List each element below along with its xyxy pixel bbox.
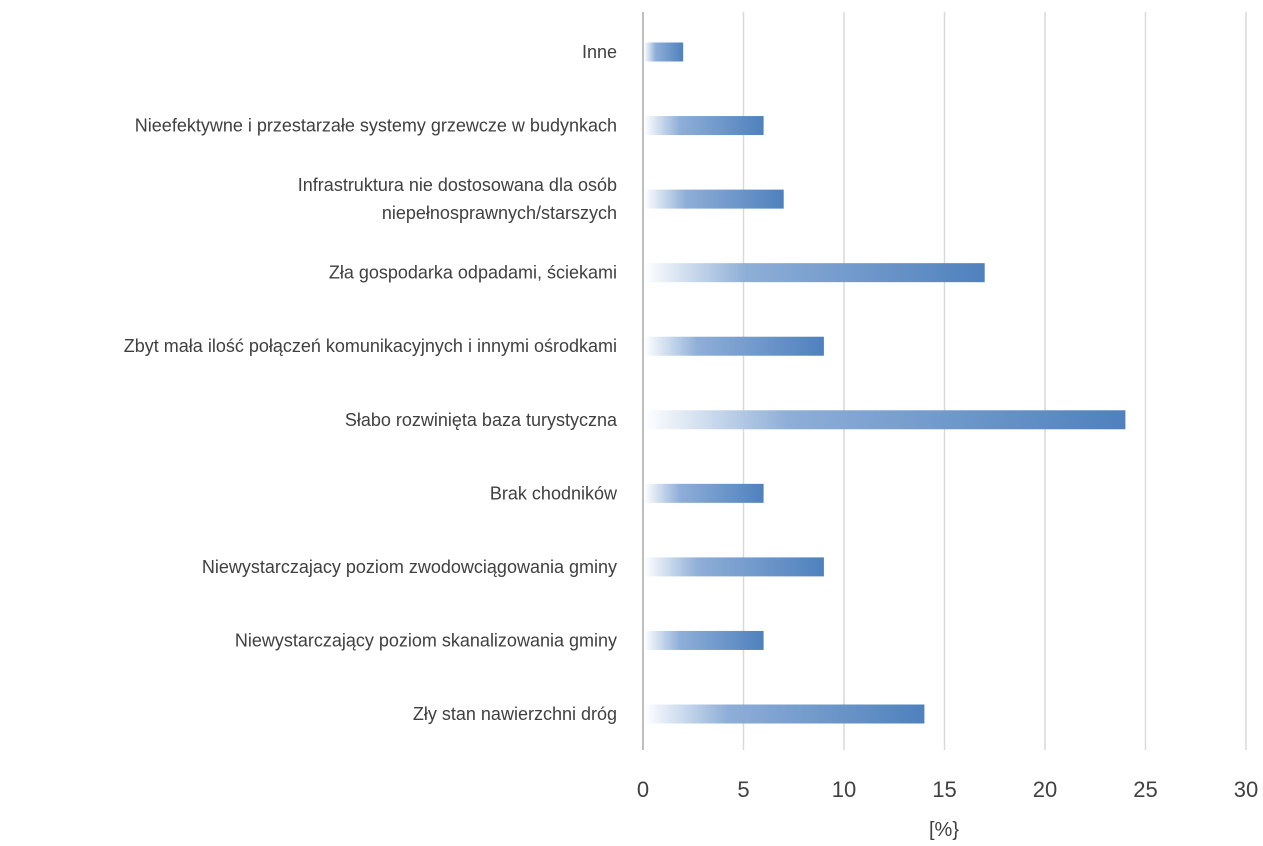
- category-label: Niewystarczajacy poziom zwodowciągowania…: [202, 557, 617, 577]
- category-label-line: Niewystarczający poziom skanalizowania g…: [235, 630, 617, 650]
- x-tick-label: 25: [1133, 777, 1157, 802]
- bars: [644, 42, 1126, 724]
- category-label: Niewystarczający poziom skanalizowania g…: [235, 630, 617, 650]
- category-label-line: Zły stan nawierzchni dróg: [413, 704, 617, 724]
- bar: [644, 704, 925, 724]
- category-label-line: Nieefektywne i przestarzałe systemy grze…: [135, 116, 617, 136]
- x-tick-labels: 0 5 10 15 20 25 30: [637, 777, 1258, 802]
- category-label-line: Zbyt mała ilość połączeń komunikacyjnych…: [124, 336, 617, 356]
- category-labels: Zły stan nawierzchni dróg Niewystarczając…: [124, 42, 618, 724]
- category-label-line: Infrastruktura nie dostosowana dla osób: [298, 175, 617, 195]
- x-tick-label: 15: [932, 777, 956, 802]
- bar: [644, 42, 684, 62]
- bar: [644, 263, 985, 283]
- bar: [644, 630, 764, 650]
- category-label-line: Słabo rozwinięta baza turystyczna: [345, 410, 618, 430]
- category-label: Nieefektywne i przestarzałe systemy grze…: [135, 116, 617, 136]
- x-tick-label: 30: [1234, 777, 1258, 802]
- bar: [644, 410, 1126, 430]
- x-axis-title: [%}: [929, 819, 959, 841]
- category-label-line: niepełnosprawnych/starszych: [382, 203, 617, 223]
- bar: [644, 189, 784, 209]
- x-tick-label: 0: [637, 777, 649, 802]
- category-label: Zbyt mała ilość połączeń komunikacyjnych…: [124, 336, 617, 356]
- category-label-line: Inne: [582, 42, 617, 62]
- category-label: Inne: [582, 42, 617, 62]
- x-tick-label: 10: [832, 777, 856, 802]
- bar: [644, 557, 824, 577]
- bar: [644, 336, 824, 356]
- category-label: Zła gospodarka odpadami, ściekami: [329, 263, 617, 283]
- x-tick-label: 5: [737, 777, 749, 802]
- category-label: Infrastruktura nie dostosowana dla osób n…: [298, 175, 617, 223]
- bar: [644, 483, 764, 503]
- category-label-line: Zła gospodarka odpadami, ściekami: [329, 263, 617, 283]
- category-label: Zły stan nawierzchni dróg: [413, 704, 617, 724]
- x-tick-label: 20: [1033, 777, 1057, 802]
- category-label-line: Niewystarczajacy poziom zwodowciągowania…: [202, 557, 617, 577]
- category-label: Słabo rozwinięta baza turystyczna: [345, 410, 618, 430]
- category-label: Brak chodników: [490, 483, 618, 503]
- category-label-line: Brak chodników: [490, 483, 618, 503]
- bar: [644, 116, 764, 136]
